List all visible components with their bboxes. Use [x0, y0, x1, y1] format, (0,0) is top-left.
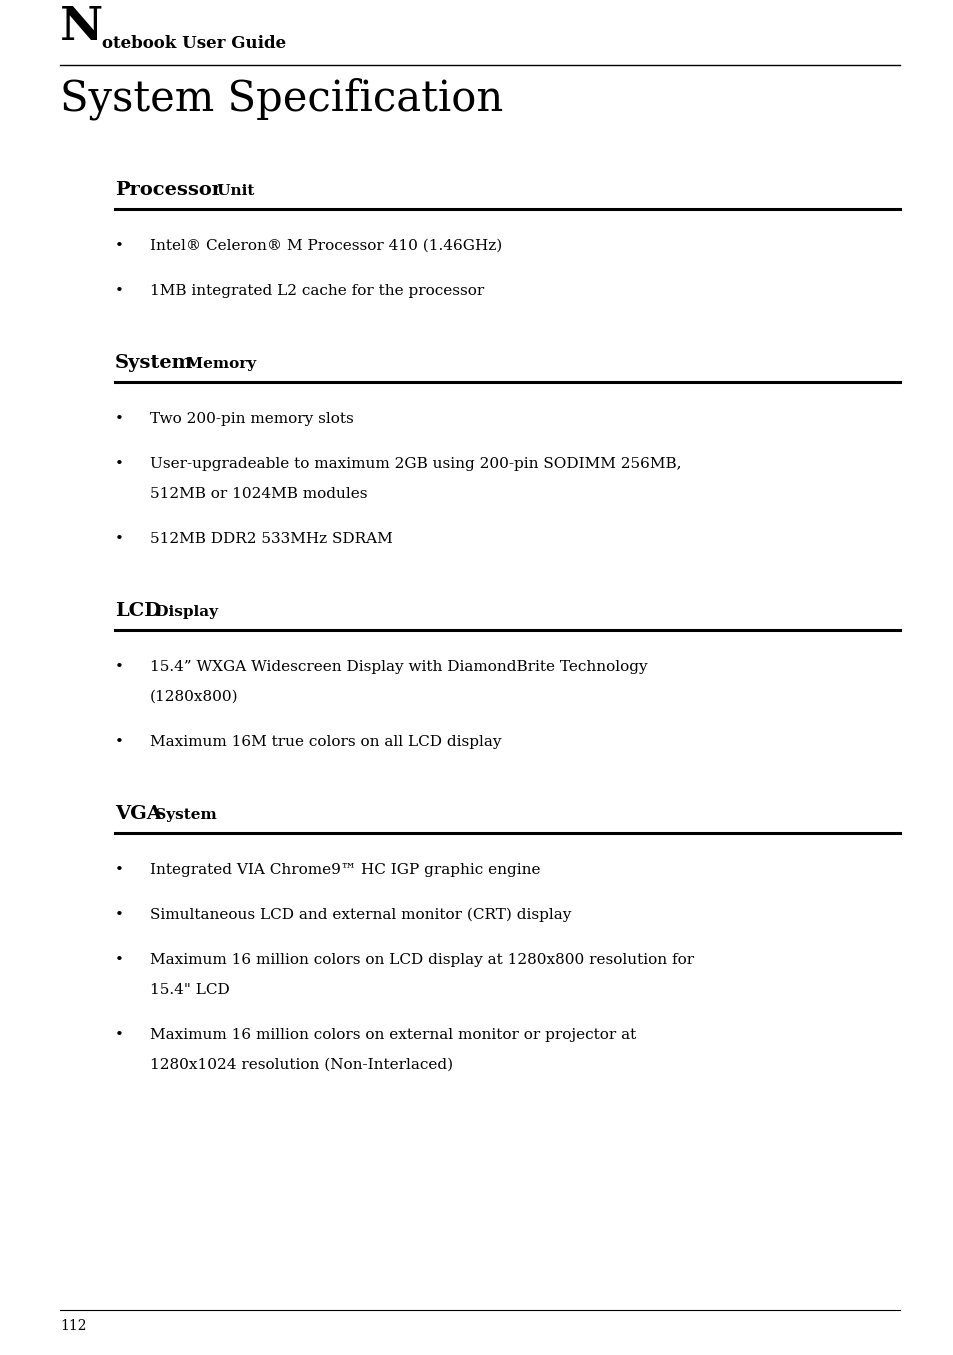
Text: •: • — [115, 908, 124, 921]
Text: •: • — [115, 863, 124, 877]
Text: •: • — [115, 1028, 124, 1042]
Text: Display: Display — [150, 604, 217, 619]
Text: •: • — [115, 285, 124, 298]
Text: Maximum 16M true colors on all LCD display: Maximum 16M true colors on all LCD displ… — [150, 734, 501, 749]
Text: •: • — [115, 457, 124, 472]
Text: (1280x800): (1280x800) — [150, 690, 238, 705]
Text: •: • — [115, 660, 124, 673]
Text: Maximum 16 million colors on external monitor or projector at: Maximum 16 million colors on external mo… — [150, 1028, 636, 1042]
Text: •: • — [115, 238, 124, 253]
Text: •: • — [115, 734, 124, 749]
Text: •: • — [115, 533, 124, 546]
Text: otebook User Guide: otebook User Guide — [102, 35, 286, 51]
Text: System: System — [150, 808, 216, 822]
Text: System: System — [115, 354, 193, 373]
Text: 1MB integrated L2 cache for the processor: 1MB integrated L2 cache for the processo… — [150, 285, 484, 298]
Text: 15.4” WXGA Widescreen Display with DiamondBrite Technology: 15.4” WXGA Widescreen Display with Diamo… — [150, 660, 647, 673]
Text: 512MB DDR2 533MHz SDRAM: 512MB DDR2 533MHz SDRAM — [150, 533, 393, 546]
Text: 1280x1024 resolution (Non-Interlaced): 1280x1024 resolution (Non-Interlaced) — [150, 1058, 453, 1072]
Text: LCD: LCD — [115, 602, 161, 621]
Text: •: • — [115, 953, 124, 967]
Text: Maximum 16 million colors on LCD display at 1280x800 resolution for: Maximum 16 million colors on LCD display… — [150, 953, 694, 967]
Text: Unit: Unit — [213, 184, 254, 198]
Text: 512MB or 1024MB modules: 512MB or 1024MB modules — [150, 486, 367, 501]
Text: Processor: Processor — [115, 182, 222, 199]
Text: Simultaneous LCD and external monitor (CRT) display: Simultaneous LCD and external monitor (C… — [150, 908, 571, 921]
Text: Two 200-pin memory slots: Two 200-pin memory slots — [150, 412, 354, 425]
Text: Memory: Memory — [181, 356, 255, 371]
Text: •: • — [115, 412, 124, 425]
Text: User-upgradeable to maximum 2GB using 200-pin SODIMM 256MB,: User-upgradeable to maximum 2GB using 20… — [150, 457, 680, 472]
Text: VGA: VGA — [115, 805, 162, 822]
Text: Integrated VIA Chrome9™ HC IGP graphic engine: Integrated VIA Chrome9™ HC IGP graphic e… — [150, 863, 540, 877]
Text: Intel® Celeron® M Processor 410 (1.46GHz): Intel® Celeron® M Processor 410 (1.46GHz… — [150, 238, 501, 253]
Text: 112: 112 — [60, 1318, 87, 1333]
Text: 15.4" LCD: 15.4" LCD — [150, 982, 230, 997]
Text: N: N — [60, 4, 103, 50]
Text: System Specification: System Specification — [60, 77, 503, 119]
